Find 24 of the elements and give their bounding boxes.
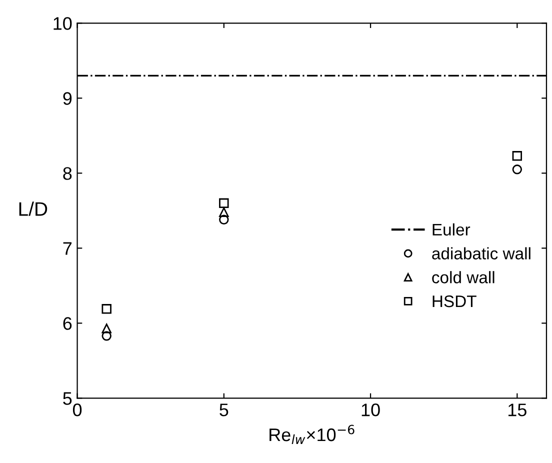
y-tick-label: 6 — [63, 317, 72, 330]
point — [512, 151, 522, 161]
point — [102, 331, 112, 341]
x-axis-title: Re$_{lw}$×10$^{−6}$ — [270, 424, 354, 444]
x-tick-label: 15 — [508, 404, 526, 416]
legend-label: Euler — [432, 223, 470, 236]
legend-label: adiabatic wall — [432, 247, 530, 260]
point — [102, 304, 112, 314]
x-tick-label: 10 — [362, 404, 380, 416]
point — [512, 164, 522, 174]
y-tick-label: 5 — [63, 392, 72, 405]
x-tick-label: 0 — [72, 404, 82, 416]
point — [219, 214, 229, 225]
point — [219, 207, 229, 218]
legend-label: HSDT — [432, 295, 476, 308]
x-tick-label: 5 — [220, 404, 228, 416]
y-tick-label: 7 — [63, 242, 72, 255]
point — [219, 198, 229, 208]
y-tick-label: 10 — [54, 17, 72, 30]
y-axis-title: L/D — [19, 202, 48, 216]
y-tick-label: 8 — [63, 167, 72, 180]
legend-label: cold wall — [432, 271, 494, 284]
y-tick-label: 9 — [63, 92, 72, 105]
point — [102, 324, 112, 334]
